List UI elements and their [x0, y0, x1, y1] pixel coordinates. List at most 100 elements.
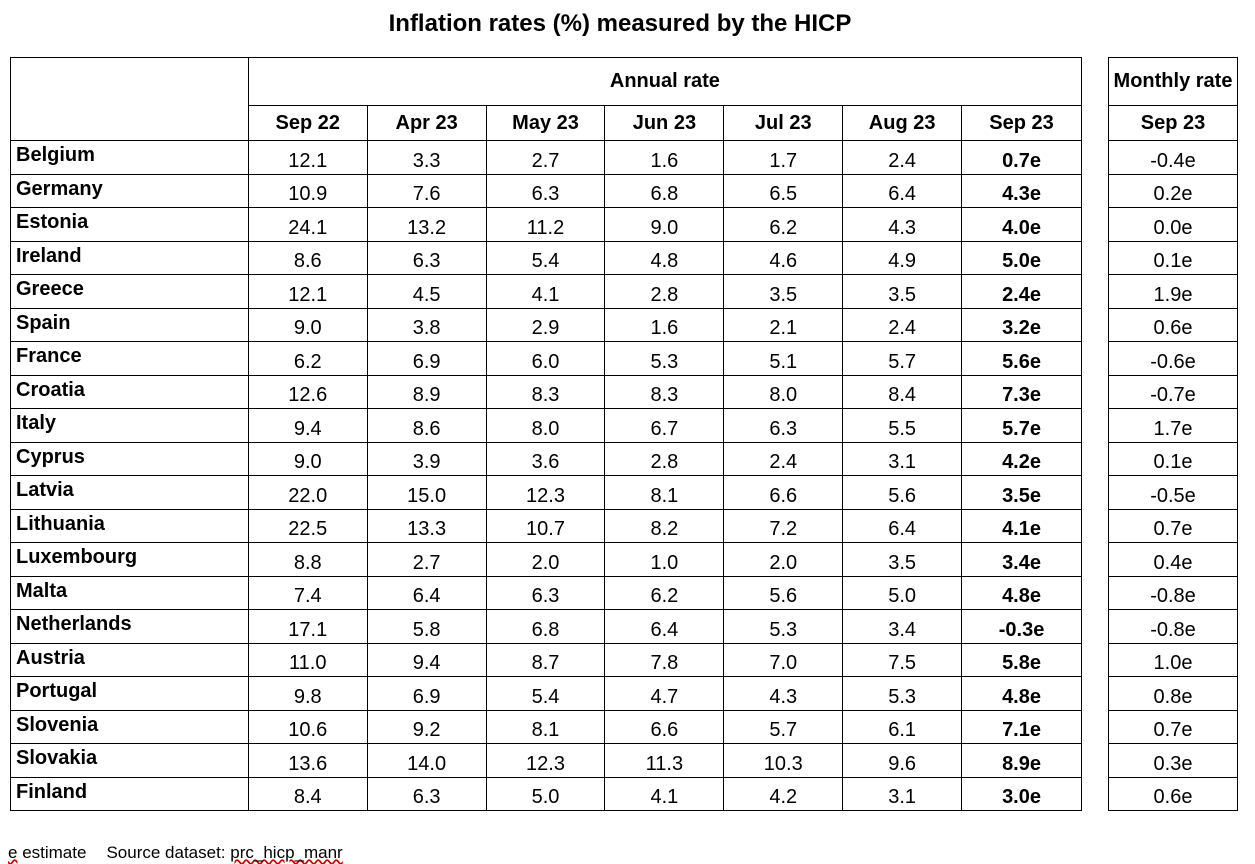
rate-cell: 5.4: [485, 240, 606, 275]
rate-cell: 7.0: [723, 642, 844, 677]
monthly-row: 0.1e: [1108, 441, 1238, 476]
rate-cell: 0.7e: [961, 140, 1082, 175]
rate-cell: 5.7e: [961, 408, 1082, 443]
rate-cell: 10.3: [723, 743, 844, 778]
rate-cell: 6.9: [366, 341, 487, 376]
column-header: Sep 23: [961, 105, 1082, 141]
monthly-rate-cell: 0.0e: [1108, 207, 1238, 242]
table-row: France 6.2 6.9 6.0 5.3 5.1 5.7 5.6e: [10, 341, 1082, 376]
estimate-text: estimate: [17, 843, 87, 862]
rate-cell: 6.4: [842, 173, 963, 208]
rate-cell: 8.0: [485, 408, 606, 443]
rate-cell: 7.2: [723, 508, 844, 543]
monthly-row: -0.6e: [1108, 341, 1238, 376]
table-row: Slovenia 10.6 9.2 8.1 6.6 5.7 6.1 7.1e: [10, 709, 1082, 744]
column-header: Aug 23: [842, 105, 963, 141]
monthly-rate-cell: -0.8e: [1108, 575, 1238, 610]
rate-cell: 9.4: [366, 642, 487, 677]
rate-cell: 3.3: [366, 140, 487, 175]
rate-cell: 9.6: [842, 743, 963, 778]
rate-cell: 5.3: [604, 341, 725, 376]
country-name: Germany: [10, 173, 249, 208]
rate-cell: 3.6: [485, 441, 606, 476]
rate-cell: 13.2: [366, 207, 487, 242]
source-label: Source dataset:: [106, 843, 231, 862]
country-name: Italy: [10, 408, 249, 443]
monthly-rate-cell: -0.5e: [1108, 475, 1238, 510]
rate-cell: 3.9: [366, 441, 487, 476]
annual-rate-header: Annual rate: [247, 57, 1083, 106]
monthly-row: 0.0e: [1108, 207, 1238, 242]
country-name: Latvia: [10, 475, 249, 510]
country-name: France: [10, 341, 249, 376]
rate-cell: 5.5: [842, 408, 963, 443]
rate-cell: 2.0: [485, 542, 606, 577]
rate-cell: 6.3: [366, 240, 487, 275]
country-name: Austria: [10, 642, 249, 677]
table-row: Finland 8.4 6.3 5.0 4.1 4.2 3.1 3.0e: [10, 776, 1082, 811]
rate-cell: 9.2: [366, 709, 487, 744]
rate-cell: 3.1: [842, 776, 963, 811]
rate-cell: 4.6: [723, 240, 844, 275]
rate-cell: 3.5e: [961, 475, 1082, 510]
rate-cell: 4.8: [604, 240, 725, 275]
rate-cell: 7.1e: [961, 709, 1082, 744]
table-row: Latvia 22.0 15.0 12.3 8.1 6.6 5.6 3.5e: [10, 475, 1082, 510]
country-name: Finland: [10, 776, 249, 811]
rate-cell: 2.4: [723, 441, 844, 476]
monthly-rate-header: Monthly rate: [1108, 57, 1238, 106]
column-header: May 23: [485, 105, 606, 141]
monthly-rate-cell: -0.4e: [1108, 140, 1238, 175]
rate-cell: 8.1: [485, 709, 606, 744]
rate-cell: 5.6: [842, 475, 963, 510]
monthly-rate-cell: -0.6e: [1108, 341, 1238, 376]
rate-cell: 7.5: [842, 642, 963, 677]
country-name: Spain: [10, 307, 249, 342]
table-row: Lithuania 22.5 13.3 10.7 8.2 7.2 6.4 4.1e: [10, 508, 1082, 543]
rate-cell: 5.7: [842, 341, 963, 376]
rate-cell: 5.6e: [961, 341, 1082, 376]
rate-cell: 6.9: [366, 676, 487, 711]
rate-cell: 6.3: [366, 776, 487, 811]
rate-cell: 8.4: [842, 374, 963, 409]
rate-cell: 9.0: [247, 307, 368, 342]
rate-cell: 1.6: [604, 307, 725, 342]
rate-cell: 2.7: [485, 140, 606, 175]
rate-cell: 8.2: [604, 508, 725, 543]
rate-cell: 3.2e: [961, 307, 1082, 342]
rate-cell: 3.4: [842, 609, 963, 644]
table-row: Malta 7.4 6.4 6.3 6.2 5.6 5.0 4.8e: [10, 575, 1082, 610]
rate-cell: 9.0: [604, 207, 725, 242]
rate-cell: 5.4: [485, 676, 606, 711]
rate-cell: 3.5: [723, 274, 844, 309]
monthly-rate-cell: 1.9e: [1108, 274, 1238, 309]
table-row: Luxembourg 8.8 2.7 2.0 1.0 2.0 3.5 3.4e: [10, 542, 1082, 577]
rate-cell: 2.4: [842, 140, 963, 175]
country-name: Slovenia: [10, 709, 249, 744]
monthly-row: -0.8e: [1108, 609, 1238, 644]
rate-cell: 5.3: [842, 676, 963, 711]
rate-cell: 4.8e: [961, 676, 1082, 711]
table-row: Portugal 9.8 6.9 5.4 4.7 4.3 5.3 4.8e: [10, 676, 1082, 711]
rate-cell: 1.0: [604, 542, 725, 577]
rate-cell: 2.8: [604, 441, 725, 476]
rate-cell: 11.2: [485, 207, 606, 242]
table-title: Inflation rates (%) measured by the HICP: [388, 10, 852, 37]
rate-cell: 8.6: [366, 408, 487, 443]
rate-cell: 8.3: [604, 374, 725, 409]
monthly-row: -0.7e: [1108, 374, 1238, 409]
corner-cell: [10, 57, 249, 141]
country-name: Lithuania: [10, 508, 249, 543]
rate-cell: 8.9e: [961, 743, 1082, 778]
monthly-rate-cell: 0.4e: [1108, 542, 1238, 577]
country-name: Estonia: [10, 207, 249, 242]
rate-cell: 5.8: [366, 609, 487, 644]
annual-rate-table: Annual rate Sep 22 Apr 23 May 23 Jun 23 Jul …: [10, 57, 1083, 811]
rate-cell: 4.3: [723, 676, 844, 711]
rate-cell: 4.8e: [961, 575, 1082, 610]
table-row: Cyprus 9.0 3.9 3.6 2.8 2.4 3.1 4.2e: [10, 441, 1082, 476]
monthly-row: 0.7e: [1108, 709, 1238, 744]
rate-cell: 22.0: [247, 475, 368, 510]
rate-cell: 2.4: [842, 307, 963, 342]
monthly-row: 0.8e: [1108, 676, 1238, 711]
